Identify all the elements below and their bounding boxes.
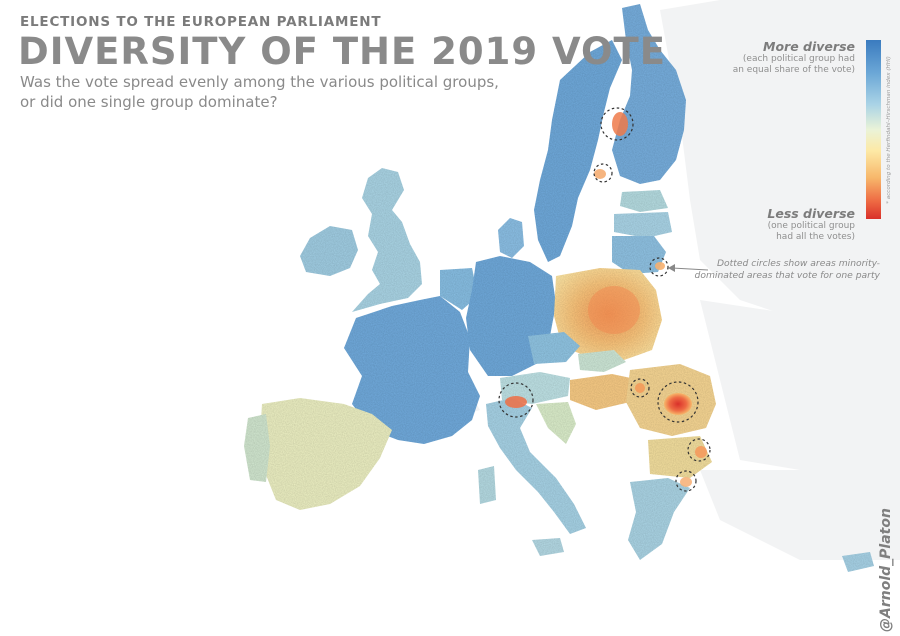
legend-more-diverse: More diverse (each political group had a… — [733, 39, 855, 76]
ireland — [300, 226, 358, 276]
subtitle-line-2: or did one single group dominate? — [20, 93, 278, 111]
great-britain — [352, 168, 422, 312]
legend-color-bar — [866, 40, 881, 219]
legend-index-note: * according to the Herfindahl–Hirschman … — [886, 55, 892, 204]
annotation-line-1: Dotted circles show areas minority- — [716, 258, 880, 269]
subtitle: Was the vote spread evenly among the var… — [20, 72, 540, 112]
dotted-circles — [498, 107, 711, 492]
denmark — [498, 218, 524, 258]
legend-top-sub-1: (each political group had — [742, 54, 855, 64]
kicker: ELECTIONS TO THE EUROPEAN PARLIAMENT — [20, 14, 382, 30]
croatia — [536, 402, 576, 444]
spain — [260, 398, 392, 510]
sicily — [532, 538, 564, 556]
legend-top-sub-2: an equal share of the vote) — [732, 65, 855, 75]
sweden — [534, 40, 622, 262]
italy — [486, 398, 586, 534]
page-title: DIVERSITY OF THE 2019 VOTE — [18, 30, 666, 73]
subtitle-line-1: Was the vote spread evenly among the var… — [20, 73, 499, 91]
dotted-circle-annotation: Dotted circles show areas minority- domi… — [674, 258, 880, 282]
france — [344, 296, 480, 444]
austria — [500, 372, 570, 404]
slovakia — [578, 350, 626, 372]
finland — [612, 4, 686, 184]
author-credit: @Arnold_Platon — [878, 508, 894, 632]
czechia — [528, 332, 580, 364]
legend-bottom-sub-2: had all the votes) — [776, 232, 855, 242]
legend-top-label: More diverse — [763, 39, 855, 54]
lithuania — [612, 236, 666, 274]
bulgaria — [648, 436, 712, 478]
greece — [628, 478, 690, 560]
annotation-line-2: dominated areas that vote for one party — [694, 270, 880, 281]
latvia — [614, 212, 672, 238]
annotation-arrow — [668, 264, 709, 272]
hotspots — [505, 112, 707, 487]
sardinia — [478, 466, 496, 504]
portugal — [244, 414, 270, 482]
legend-less-diverse: Less diverse (one political group had al… — [767, 206, 855, 243]
hungary — [570, 374, 640, 410]
estonia — [620, 190, 668, 212]
legend-bottom-label: Less diverse — [767, 206, 855, 221]
legend-bottom-sub-1: (one political group — [767, 221, 855, 231]
cyprus — [842, 552, 874, 572]
benelux — [440, 268, 478, 310]
